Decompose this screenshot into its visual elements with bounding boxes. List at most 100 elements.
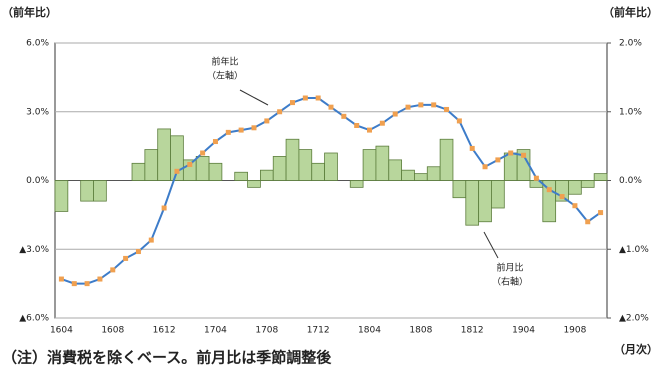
y2-axis-label: （前年比）	[603, 5, 658, 19]
marker	[110, 267, 116, 273]
marker	[598, 210, 604, 216]
bar	[362, 149, 377, 181]
marker	[148, 237, 154, 243]
marker	[225, 129, 231, 135]
marker	[405, 104, 411, 110]
bar	[491, 180, 505, 209]
y-tick-label: ▲6.0%	[19, 314, 49, 324]
bar	[568, 180, 582, 195]
bar	[234, 171, 248, 181]
line	[61, 97, 602, 285]
x-tick-label: 1604	[50, 326, 73, 336]
bar	[426, 166, 441, 181]
marker	[508, 150, 514, 156]
bar	[452, 180, 467, 199]
leader	[483, 231, 499, 259]
marker	[135, 249, 141, 255]
bar	[298, 149, 313, 181]
marker	[174, 168, 180, 174]
bar	[478, 180, 492, 223]
annotation: （右軸）	[492, 276, 528, 288]
y-tick-label: 0.0%	[26, 176, 49, 186]
footnote: （注）消費税を除くベース。前月比は季節調整後	[2, 349, 332, 367]
bar	[465, 180, 480, 226]
bar	[157, 128, 171, 181]
x-tick-label: 1608	[101, 326, 124, 336]
marker	[431, 102, 437, 108]
x-tick-label: 1904	[512, 326, 535, 336]
y-tick-label: 3.0%	[26, 107, 49, 117]
y2-tick-label: ▲2.0%	[619, 314, 649, 324]
x-tick-label: 1708	[255, 326, 278, 336]
marker	[238, 127, 244, 133]
marker	[212, 139, 218, 145]
bar	[580, 180, 595, 188]
y-tick-label: ▲3.0%	[19, 245, 49, 255]
leader	[239, 89, 269, 106]
bar	[131, 162, 146, 181]
bar	[208, 162, 223, 181]
marker	[533, 175, 539, 181]
x-tick-label: 1804	[358, 326, 381, 336]
marker	[251, 125, 257, 131]
bar	[401, 169, 415, 181]
y-tick-label: 6.0%	[26, 39, 49, 49]
y-axis-label: （前年比）	[2, 5, 57, 19]
marker	[418, 102, 424, 108]
annotation: 前月比	[496, 262, 523, 274]
marker	[482, 164, 488, 170]
marker	[559, 194, 565, 200]
bar	[54, 180, 69, 212]
bar	[375, 145, 390, 181]
marker	[444, 106, 450, 112]
bar	[324, 152, 338, 181]
marker	[161, 205, 167, 211]
y2-tick-label: 0.0%	[619, 176, 642, 186]
marker	[456, 118, 462, 124]
bar	[144, 149, 159, 181]
marker	[58, 276, 64, 282]
y2-tick-label: 2.0%	[619, 39, 642, 49]
bar	[285, 138, 300, 181]
bar	[259, 169, 274, 181]
bar	[503, 152, 518, 181]
marker	[328, 104, 334, 110]
marker	[97, 276, 103, 282]
marker	[546, 187, 552, 193]
marker	[354, 123, 360, 128]
bar	[414, 173, 428, 181]
annotation: 前年比	[211, 56, 238, 68]
bar	[593, 173, 608, 181]
marker	[521, 152, 527, 158]
x-tick-label: 1812	[461, 326, 484, 336]
x-tick-label: 1908	[563, 326, 586, 336]
bar	[311, 162, 325, 181]
y2-tick-label: 1.0%	[619, 107, 642, 117]
x-tick-label: 1612	[153, 326, 176, 336]
marker	[585, 219, 591, 225]
bar	[439, 138, 454, 181]
y2-tick-label: ▲1.0%	[619, 245, 649, 255]
marker	[302, 95, 308, 101]
marker	[495, 157, 501, 163]
bar	[349, 180, 364, 188]
bar	[93, 180, 107, 202]
bar	[80, 180, 94, 202]
marker	[264, 118, 270, 124]
annotation: （左軸）	[207, 70, 243, 82]
x-tick-label: 1704	[204, 326, 227, 336]
x-tick-label: 1712	[307, 326, 330, 336]
marker	[469, 145, 475, 151]
x-tick-label: 1808	[409, 326, 432, 336]
marker	[289, 100, 295, 106]
marker	[277, 109, 283, 115]
marker	[187, 161, 193, 167]
marker	[315, 95, 321, 101]
marker	[123, 255, 129, 261]
bar	[195, 156, 210, 181]
marker	[379, 120, 385, 126]
marker	[71, 281, 77, 287]
x-unit: （月次）	[614, 342, 658, 356]
marker	[200, 150, 206, 156]
